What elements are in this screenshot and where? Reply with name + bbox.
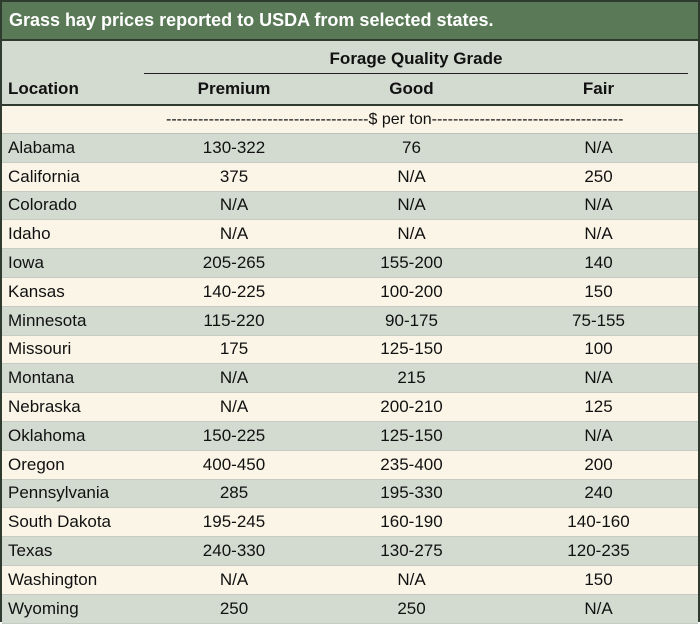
location-cell: Alabama xyxy=(8,137,76,157)
location-cell: Iowa xyxy=(8,253,44,273)
premium-cell: 175 xyxy=(219,339,249,359)
good-cell: N/A xyxy=(397,166,426,186)
fair-cell: 140 xyxy=(584,253,613,273)
table-row: California 375 N/A 250 xyxy=(2,162,698,192)
table-row: Texas 240-330 130-275 120-235 xyxy=(2,537,698,566)
location-cell: Oklahoma xyxy=(8,425,86,445)
unit-label: --------------------------------------$ … xyxy=(166,110,624,128)
good-cell: 100-200 xyxy=(380,281,443,301)
table-row: Missouri 175 125-150 100 xyxy=(2,335,698,365)
table-row: Pennsylvania 285 195-330 240 xyxy=(2,479,698,509)
table-row: Oregon 400-450 235-400 200 xyxy=(2,450,698,480)
location-header: Location xyxy=(8,79,79,98)
fair-cell: N/A xyxy=(584,137,613,157)
table-row: Washington N/A N/A 150 xyxy=(2,565,698,595)
premium-header: Premium xyxy=(197,79,271,98)
table-title: Grass hay prices reported to USDA from s… xyxy=(2,2,698,41)
premium-cell: N/A xyxy=(219,368,249,388)
table-row: Colorado N/A N/A N/A xyxy=(2,191,698,221)
good-cell: 155-200 xyxy=(380,253,443,273)
table-row: Minnesota 115-220 90-175 75-155 xyxy=(2,306,698,336)
fair-cell: 100 xyxy=(584,339,613,359)
table-row: Nebraska N/A 200-210 125 xyxy=(2,393,698,422)
fair-cell: 240 xyxy=(584,483,613,503)
location-cell: Minnesota xyxy=(8,310,87,330)
premium-cell: 195-245 xyxy=(202,512,266,532)
table-row: Iowa 205-265 155-200 140 xyxy=(2,249,698,278)
premium-cell: 375 xyxy=(219,166,249,186)
fair-cell: 150 xyxy=(584,281,613,301)
good-cell: 200-210 xyxy=(380,397,443,417)
fair-cell: 75-155 xyxy=(572,310,625,330)
location-cell: Idaho xyxy=(8,224,51,244)
fair-cell: N/A xyxy=(584,425,613,445)
table-row: South Dakota 195-245 160-190 140-160 xyxy=(2,508,698,538)
location-cell: Wyoming xyxy=(8,598,79,618)
good-cell: 250 xyxy=(397,598,426,618)
location-cell: Montana xyxy=(8,368,75,388)
premium-cell: 115-220 xyxy=(203,310,265,330)
good-cell: 215 xyxy=(397,368,426,388)
premium-cell: 250 xyxy=(219,598,249,618)
premium-cell: 150-225 xyxy=(202,425,266,445)
premium-cell: N/A xyxy=(219,569,249,589)
location-cell: California xyxy=(8,166,80,186)
forage-quality-grade-header: Forage Quality Grade xyxy=(144,41,688,74)
column-header-row: Location Premium Good Fair xyxy=(2,74,698,106)
good-cell: 90-175 xyxy=(385,310,438,330)
location-cell: Texas xyxy=(8,541,53,561)
fair-cell: N/A xyxy=(584,224,613,244)
good-cell: 235-400 xyxy=(380,454,443,474)
good-cell: N/A xyxy=(397,224,426,244)
table-row: Montana N/A 215 N/A xyxy=(2,364,698,394)
premium-cell: 285 xyxy=(219,483,249,503)
location-cell: Washington xyxy=(8,569,98,589)
good-cell: 125-150 xyxy=(380,425,443,445)
good-cell: 195-330 xyxy=(380,483,443,503)
table-row: Wyoming 250 250 N/A xyxy=(2,594,698,624)
header-group-row: Forage Quality Grade xyxy=(2,41,698,74)
premium-cell: N/A xyxy=(219,224,249,244)
good-cell: 130-275 xyxy=(380,541,443,561)
premium-cell: 205-265 xyxy=(202,253,266,273)
fair-cell: 120-235 xyxy=(567,541,630,561)
good-cell: 125-150 xyxy=(380,339,443,359)
fair-cell: N/A xyxy=(584,368,613,388)
location-cell: Pennsylvania xyxy=(8,483,110,503)
table-row: Oklahoma 150-225 125-150 N/A xyxy=(2,421,698,451)
premium-cell: 400-450 xyxy=(202,454,266,474)
table-body: Alabama 130-322 76 N/A California 375 N/A 250 Co… xyxy=(2,134,698,624)
premium-cell: N/A xyxy=(219,195,249,215)
premium-cell: 130-322 xyxy=(202,137,266,157)
location-cell: Colorado xyxy=(8,195,77,215)
good-header: Good xyxy=(389,79,434,98)
fair-cell: 150 xyxy=(584,569,613,589)
location-cell: Missouri xyxy=(8,339,72,359)
location-cell: South Dakota xyxy=(8,512,112,532)
location-cell: Nebraska xyxy=(8,397,81,417)
location-cell: Oregon xyxy=(8,454,65,474)
good-cell: N/A xyxy=(397,195,426,215)
premium-cell: N/A xyxy=(219,397,249,417)
good-cell: N/A xyxy=(397,569,426,589)
table-row: Alabama 130-322 76 N/A xyxy=(2,134,698,163)
fair-cell: 125 xyxy=(584,397,613,417)
location-cell: Kansas xyxy=(8,281,65,301)
table-row: Idaho N/A N/A N/A xyxy=(2,220,698,250)
fair-cell: 250 xyxy=(584,166,613,186)
premium-cell: 240-330 xyxy=(202,541,266,561)
fair-cell: 200 xyxy=(584,454,613,474)
unit-row: --------------------------------------$ … xyxy=(2,106,698,134)
good-cell: 76 xyxy=(402,137,421,157)
premium-cell: 140-225 xyxy=(202,281,266,301)
table-row: Kansas 140-225 100-200 150 xyxy=(2,277,698,307)
fair-cell: N/A xyxy=(584,598,613,618)
fair-header: Fair xyxy=(582,79,615,98)
fair-cell: 140-160 xyxy=(567,512,630,532)
good-cell: 160-190 xyxy=(380,512,443,532)
fair-cell: N/A xyxy=(584,195,613,215)
